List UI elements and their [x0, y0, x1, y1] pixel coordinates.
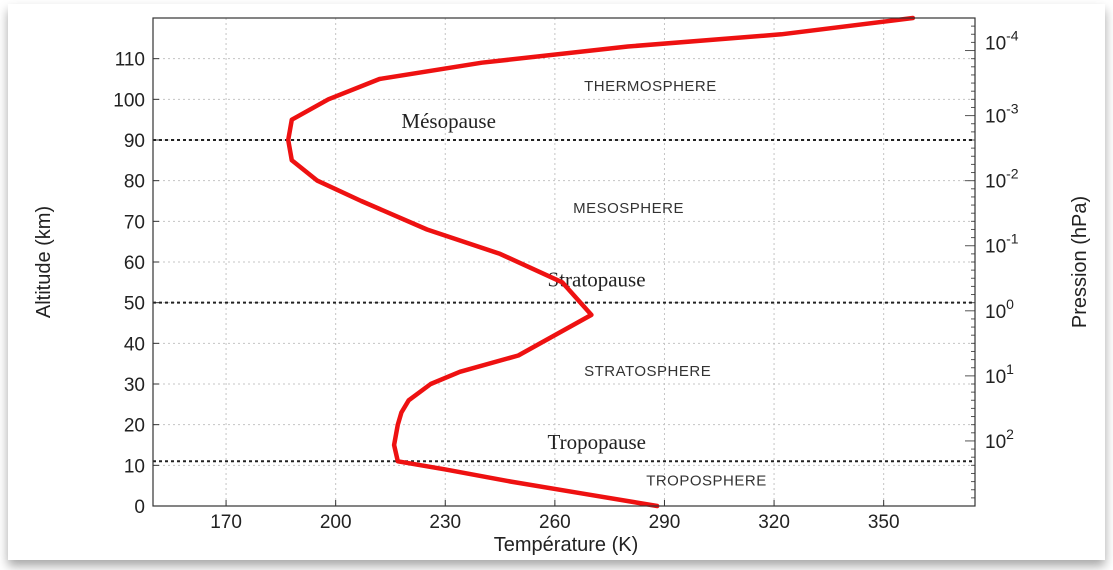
y-tick-label: 90 [124, 131, 145, 152]
reference-line-label: Tropopause [548, 430, 646, 454]
axis-ticks: 170 200 230 260 290 320 3500102030405060708090… [113, 25, 1019, 533]
y-tick-label: 70 [124, 212, 145, 233]
y2-tick-label: 10-3 [985, 101, 1019, 128]
reference-line-label: Mésopause [401, 109, 495, 133]
y2-tick-base: 10 [985, 302, 1006, 323]
layer-label: THERMOSPHERE [584, 78, 717, 95]
reference-line-label: Stratopause [548, 267, 646, 291]
y-tick-label: 20 [124, 416, 145, 437]
temperature-profile-line [285, 15, 916, 509]
y2-tick-base: 10 [985, 33, 1006, 54]
x-tick-label: 260 [539, 512, 571, 533]
y-tick-label: 50 [124, 294, 145, 315]
y2-tick-base: 10 [985, 367, 1006, 388]
x-tick-label: 320 [758, 512, 790, 533]
layer-label: STRATOSPHERE [584, 363, 711, 380]
y-tick-label: 40 [124, 334, 145, 355]
y2-tick-exponent: -2 [1006, 166, 1019, 182]
layer-labels: THERMOSPHERE MESOSPHERE STRATOSPHERE TROPOS… [573, 78, 767, 490]
x-axis-title: Température (K) [494, 534, 639, 556]
x-tick-label: 350 [868, 512, 900, 533]
x-tick-label: 290 [649, 512, 681, 533]
y-tick-label: 80 [124, 172, 145, 193]
y2-tick-exponent: 1 [1006, 361, 1014, 377]
x-tick-label: 230 [429, 512, 461, 533]
y2-tick-exponent: 2 [1006, 426, 1014, 442]
y-tick-label: 30 [124, 375, 145, 396]
y2-axis-title: Pression (hPa) [1069, 196, 1091, 328]
y2-tick-label: 100 [985, 296, 1014, 323]
y2-tick-exponent: -1 [1006, 231, 1019, 247]
x-tick-label: 170 [210, 512, 242, 533]
y2-tick-label: 10-2 [985, 166, 1019, 193]
y-tick-label: 10 [124, 456, 145, 477]
y-tick-label: 0 [134, 497, 145, 518]
y2-tick-exponent: -3 [1006, 101, 1019, 117]
y-tick-label: 100 [113, 90, 145, 111]
y2-tick-label: 10-1 [985, 231, 1019, 258]
y2-tick-base: 10 [985, 107, 1006, 128]
y2-tick-base: 10 [985, 172, 1006, 193]
x-tick-label: 200 [320, 512, 352, 533]
y-axis-title: Altitude (km) [33, 206, 55, 318]
temperature-altitude-chart: 170 200 230 260 290 320 3500102030405060708090… [33, 15, 1091, 556]
plot-border [152, 17, 976, 507]
layer-label: TROPOSPHERE [646, 473, 767, 490]
y-tick-label: 110 [115, 50, 145, 71]
y2-tick-label: 102 [985, 426, 1014, 453]
y2-tick-exponent: 0 [1006, 296, 1014, 312]
y2-tick-label: 101 [985, 361, 1014, 388]
y-tick-label: 60 [124, 253, 145, 274]
chart-frame: 170 200 230 260 290 320 350 0 10 20 30 40 50 60 70 80 90… [8, 4, 1105, 560]
y2-tick-base: 10 [985, 237, 1006, 258]
y2-tick-base: 10 [985, 432, 1006, 453]
y2-tick-exponent: -4 [1006, 27, 1019, 43]
y2-tick-label: 10-4 [985, 27, 1019, 54]
layer-label: MESOSPHERE [573, 200, 684, 217]
series-group [285, 15, 916, 509]
